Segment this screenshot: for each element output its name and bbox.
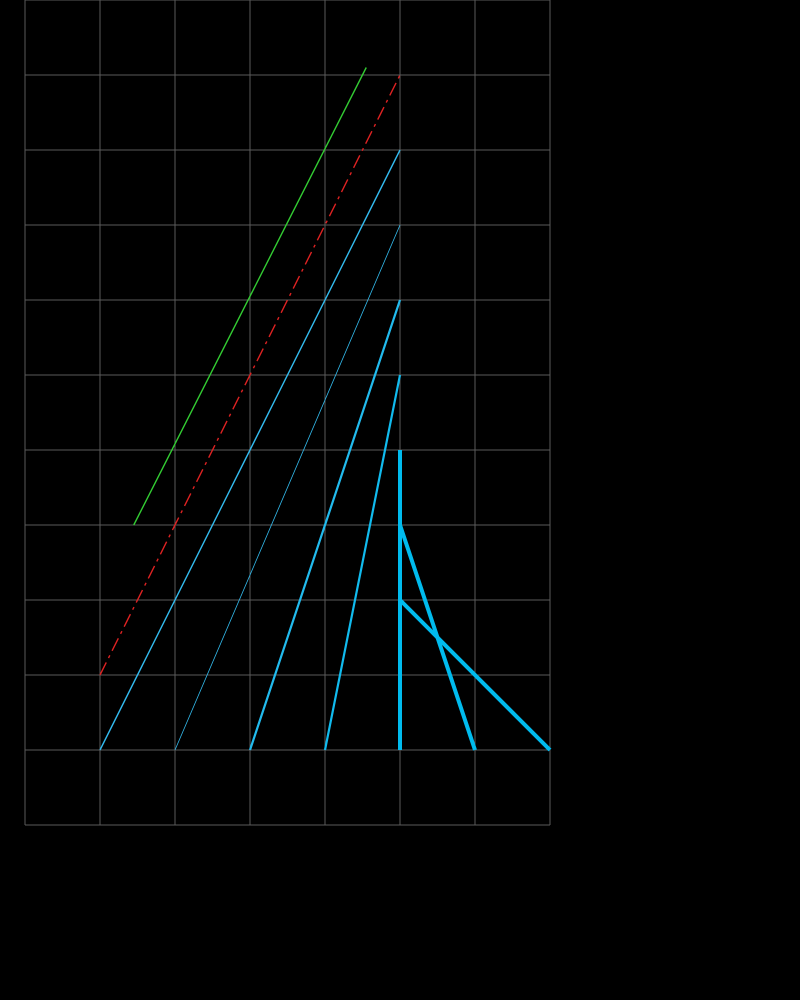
blue-line-7 [398, 598, 552, 752]
blue-line-4 [323, 374, 402, 751]
diagram-lines [99, 67, 552, 752]
blue-line-1 [99, 149, 401, 751]
grid [24, 0, 551, 826]
red-dashed-line [99, 74, 401, 676]
green-line [133, 67, 367, 526]
blue-line-3 [248, 299, 402, 751]
blue-line-2 [174, 224, 401, 751]
